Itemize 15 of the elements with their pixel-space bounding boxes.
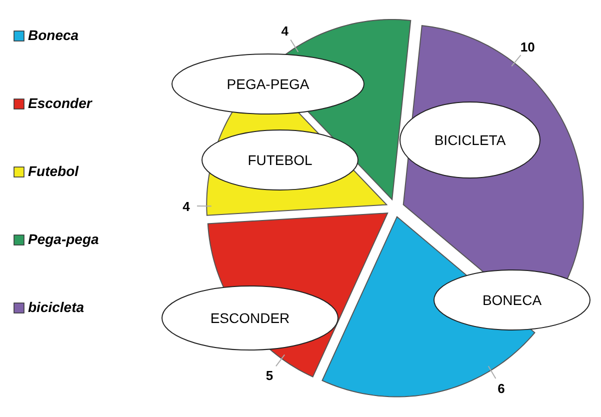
callout: BICICLETA bbox=[400, 102, 540, 178]
legend-label: Pega-pega bbox=[28, 231, 100, 247]
legend-label: Esconder bbox=[28, 95, 94, 111]
legend-label: Futebol bbox=[28, 163, 80, 179]
data-label: 10 bbox=[520, 40, 535, 55]
legend-label: bicicleta bbox=[28, 299, 84, 315]
legend-label: Boneca bbox=[28, 27, 79, 43]
data-label: 6 bbox=[498, 380, 505, 396]
callout: BONECA bbox=[434, 270, 590, 330]
data-label: 5 bbox=[266, 368, 274, 383]
callout: FUTEBOL bbox=[202, 130, 358, 190]
callout: PEGA-PEGA bbox=[172, 54, 364, 114]
data-label: 4 bbox=[281, 24, 290, 39]
callout: ESCONDER bbox=[162, 286, 338, 350]
data-label: 4 bbox=[182, 198, 191, 214]
